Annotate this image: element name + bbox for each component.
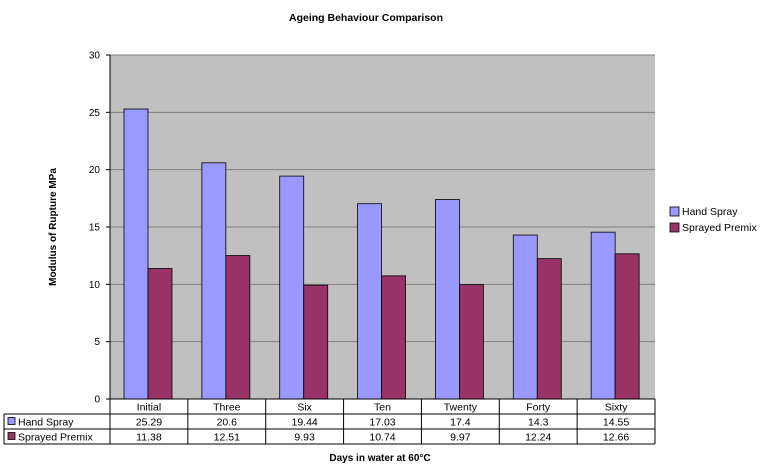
bar xyxy=(279,175,305,400)
bar xyxy=(303,284,329,400)
bar xyxy=(459,284,484,400)
bar xyxy=(435,199,460,400)
chart-title: Ageing Behaviour Comparison xyxy=(289,12,443,24)
bar xyxy=(590,231,616,400)
data-table: Initial Three Six Ten Twenty Forty Sixty Hand S… xyxy=(3,398,656,445)
table-value: 12.51 xyxy=(214,432,240,444)
table-legend-key xyxy=(7,417,16,425)
category-label: Twenty xyxy=(444,402,478,414)
bars xyxy=(123,108,640,400)
table-value: 14.55 xyxy=(603,417,629,429)
table-value: 19.44 xyxy=(292,417,318,429)
legend-key xyxy=(669,222,680,233)
y-tick-label: 5 xyxy=(94,337,100,348)
x-axis-label: Days in water at 60°C xyxy=(329,453,430,464)
table-value: 9.93 xyxy=(294,432,315,444)
bar xyxy=(381,275,406,400)
y-tick-label: 25 xyxy=(89,108,101,119)
table-value: 12.66 xyxy=(603,432,629,444)
table-value: 11.38 xyxy=(136,432,162,444)
category-label: Three xyxy=(213,402,241,414)
bar xyxy=(536,258,562,400)
table-value: 14.3 xyxy=(528,417,549,429)
y-axis-label: Modulus of Rupture MPa xyxy=(48,168,59,286)
table-series-name: Hand Spray xyxy=(18,417,74,429)
table-legend-key xyxy=(7,432,16,440)
y-tick-label: 15 xyxy=(89,223,101,234)
table-value: 17.4 xyxy=(450,417,471,429)
table-value: 12.24 xyxy=(525,432,551,444)
table-value: 9.97 xyxy=(450,432,471,444)
category-label: Sixty xyxy=(605,402,629,414)
legend-key xyxy=(669,206,680,217)
y-tick-label: 30 xyxy=(89,51,101,62)
bar xyxy=(614,253,640,400)
bar xyxy=(357,203,382,400)
table-value: 25.29 xyxy=(136,417,162,429)
y-tick-label: 10 xyxy=(89,280,101,291)
legend-label: Hand Spray xyxy=(682,206,738,218)
bar xyxy=(225,255,251,400)
table-series-name: Sprayed Premix xyxy=(18,432,93,444)
bar xyxy=(147,268,173,400)
category-label: Forty xyxy=(526,402,551,414)
legend: Hand Spray Sprayed Premix xyxy=(669,206,757,234)
bar xyxy=(201,162,227,400)
y-axis-ticks: 0 5 10 15 20 25 30 xyxy=(89,51,110,406)
category-label: Six xyxy=(297,402,312,414)
category-label: Ten xyxy=(374,402,391,414)
legend-label: Sprayed Premix xyxy=(682,222,757,234)
table-value: 20.6 xyxy=(217,417,238,429)
table-value: 17.03 xyxy=(369,417,395,429)
category-label: Initial xyxy=(137,402,162,414)
y-tick-label: 20 xyxy=(89,165,101,176)
y-tick-label: 0 xyxy=(94,395,100,406)
bar xyxy=(512,234,538,400)
bar xyxy=(123,108,149,400)
table-value: 10.74 xyxy=(369,432,395,444)
